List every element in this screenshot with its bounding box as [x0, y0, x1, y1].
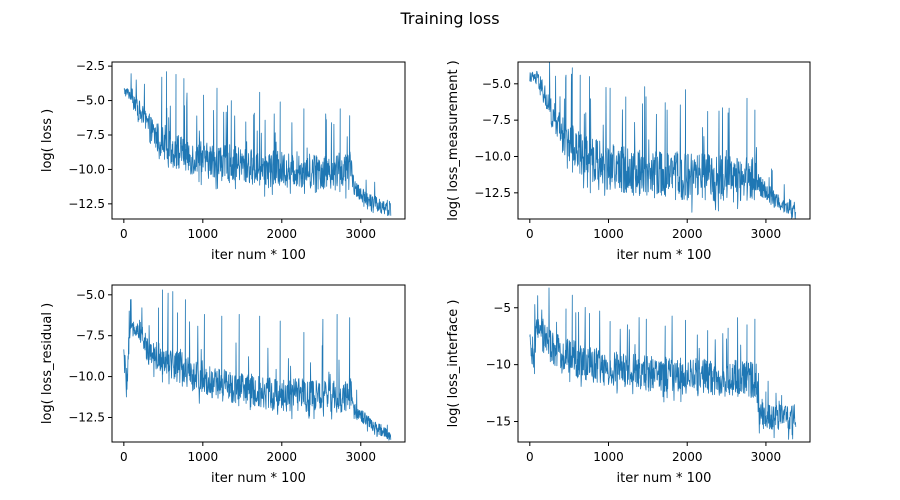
series-line: [123, 289, 392, 441]
x-axis-label: iter num * 100: [617, 471, 712, 486]
x-tick-label: 2000: [672, 227, 703, 241]
subplot-2: 0 1000 2000 3000 −12.5 −10.0 −7.5 −5.0 iter num …: [446, 60, 811, 263]
subplot-3: 0 1000 2000 3000 −12.5 −10.0 −7.5 −5.0 iter num …: [40, 284, 406, 486]
x-axis-label: iter num * 100: [211, 471, 306, 486]
y-tick-label: −15: [486, 415, 511, 429]
x-tick-label: 3000: [346, 450, 377, 464]
x-tick-label: 3000: [346, 227, 377, 241]
y-axis-label: log( loss ): [40, 109, 55, 172]
subplot-grid: 0 1000 2000 3000 −12.5 −10.0 −7.5 −5.0 −2.5 iter …: [40, 59, 811, 486]
x-tick-label: 0: [120, 227, 128, 241]
series-line: [123, 71, 392, 216]
x-tick-label: 0: [526, 227, 534, 241]
y-tick-label: −10.0: [68, 370, 105, 384]
y-tick-label: −7.5: [76, 128, 105, 142]
x-tick-label: 1000: [188, 450, 219, 464]
y-tick-label: −12.5: [68, 197, 105, 211]
x-tick-label: 3000: [751, 227, 782, 241]
y-tick-label: −10: [486, 358, 511, 372]
series-line: [529, 287, 797, 440]
axes-frame: [111, 61, 406, 220]
y-axis-label: log( loss_residual ): [40, 303, 55, 424]
y-tick-label: −10.0: [474, 149, 511, 163]
y-tick-label: −12.5: [68, 410, 105, 424]
y-tick-label: −5: [493, 301, 511, 315]
figure-title: Training loss: [399, 9, 499, 28]
x-tick-label: 1000: [188, 227, 219, 241]
axes-frame: [517, 284, 811, 443]
x-tick-label: 3000: [751, 450, 782, 464]
x-tick-label: 2000: [267, 450, 298, 464]
y-tick-label: −5.0: [76, 94, 105, 108]
x-axis-label: iter num * 100: [211, 248, 306, 263]
x-tick-label: 1000: [593, 450, 624, 464]
x-tick-label: 0: [526, 450, 534, 464]
axes-frame: [111, 284, 406, 443]
y-axis-label: log( loss_interface ): [446, 300, 461, 428]
y-tick-label: −7.5: [76, 329, 105, 343]
y-tick-label: −5.0: [482, 77, 511, 91]
x-tick-label: 1000: [593, 227, 624, 241]
x-tick-label: 2000: [672, 450, 703, 464]
y-tick-label: −2.5: [76, 59, 105, 73]
y-tick-label: −10.0: [68, 162, 105, 176]
subplot-4: 0 1000 2000 3000 −15 −10 −5 iter num * 100 log( …: [446, 284, 811, 486]
subplot-1: 0 1000 2000 3000 −12.5 −10.0 −7.5 −5.0 −2.5 iter …: [40, 59, 406, 263]
y-tick-label: −5.0: [76, 288, 105, 302]
axes-frame: [517, 61, 811, 220]
series-line: [529, 62, 797, 219]
y-tick-label: −7.5: [482, 113, 511, 127]
y-axis-label: log( loss_measurement ): [446, 60, 461, 221]
x-axis-label: iter num * 100: [617, 248, 712, 263]
y-tick-label: −12.5: [474, 186, 511, 200]
x-tick-label: 0: [120, 450, 128, 464]
x-tick-label: 2000: [267, 227, 298, 241]
